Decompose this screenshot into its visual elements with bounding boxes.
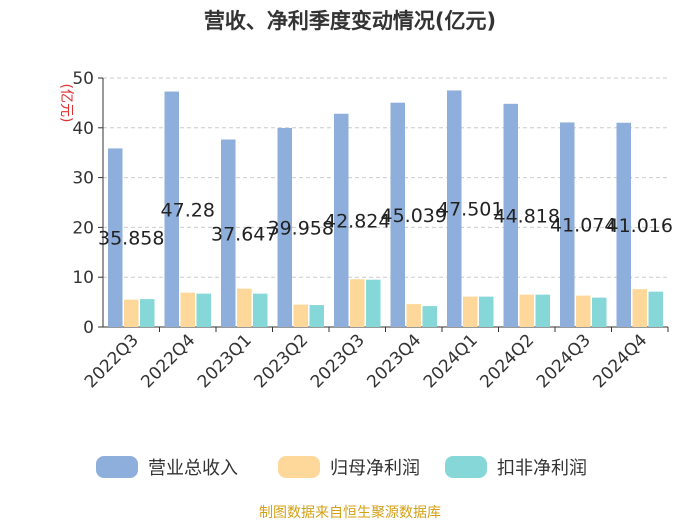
x-tick-label: 2024Q1 [420, 330, 482, 392]
bar-3 [196, 293, 211, 327]
bar-1 [221, 139, 236, 327]
data-label: 37.647 [211, 223, 277, 245]
bar-2 [463, 296, 478, 327]
legend-label-1: 营业总收入 [148, 458, 238, 479]
legend-label-2: 归母净利润 [330, 458, 420, 479]
bar-2 [406, 304, 421, 327]
y-tick-label: 30 [72, 169, 94, 189]
data-label: 42.824 [324, 210, 390, 232]
data-label: 41.074 [550, 215, 616, 237]
y-tick-label: 50 [72, 69, 94, 89]
x-tick-label: 2024Q2 [476, 330, 538, 392]
bar-2 [293, 304, 308, 327]
y-tick-label: 10 [72, 268, 94, 288]
data-label: 47.28 [161, 199, 215, 221]
x-tick-label: 2024Q3 [533, 330, 595, 392]
x-tick-label: 2023Q2 [250, 330, 312, 392]
bar-3 [253, 293, 268, 327]
bar-2 [180, 292, 195, 327]
bar-3 [592, 297, 607, 327]
bar-1 [108, 148, 123, 327]
bar-3 [422, 306, 437, 327]
legend-swatch-1 [96, 456, 138, 478]
bar-1 [164, 91, 179, 328]
x-tick-label: 2023Q4 [363, 330, 425, 392]
bar-1 [390, 102, 405, 327]
bar-3 [535, 294, 550, 327]
grid [103, 77, 668, 278]
bars [108, 90, 663, 328]
chart-title: 营收、净利季度变动情况(亿元) [204, 9, 496, 33]
data-label: 45.039 [381, 205, 447, 227]
legend: 营业总收入 归母净利润 扣非净利润 [96, 456, 587, 479]
bar-2 [124, 299, 139, 327]
y-tick-label: 0 [83, 318, 94, 338]
x-tick-label: 2024Q4 [589, 330, 651, 392]
bar-2 [632, 289, 647, 327]
legend-swatch-3 [445, 456, 487, 478]
y-tick-label: 20 [72, 218, 94, 238]
bar-3 [479, 296, 494, 327]
x-tick-label: 2023Q3 [307, 330, 369, 392]
y-tick-label: 40 [72, 119, 94, 139]
bar-1 [616, 122, 631, 327]
data-label: 41.016 [607, 215, 673, 237]
bar-1 [334, 113, 349, 327]
legend-label-3: 扣非净利润 [497, 458, 587, 479]
data-labels: 35.858 47.2837.64739.95842.82445.03947.50… [98, 199, 673, 250]
data-label: 35.858 [98, 228, 164, 250]
y-axis-unit: (亿元) [58, 84, 74, 123]
x-tick-label: 2022Q4 [137, 330, 199, 392]
bar-3 [140, 299, 155, 327]
bar-1 [447, 90, 462, 327]
bar-2 [350, 279, 365, 327]
bar-2 [576, 295, 591, 327]
x-tick-label: 2022Q3 [81, 330, 143, 392]
bar-1 [560, 122, 575, 327]
data-label: 47.501 [437, 199, 503, 221]
bar-3 [309, 305, 324, 327]
bar-3 [648, 291, 663, 327]
bar-3 [366, 279, 381, 327]
source-note: 制图数据来自恒生聚源数据库 [259, 505, 441, 521]
legend-swatch-2 [278, 456, 320, 478]
bar-1 [277, 128, 292, 327]
bar-2 [519, 294, 534, 327]
bar-1 [503, 103, 518, 327]
x-tick-label: 2023Q1 [194, 330, 256, 392]
data-label: 44.818 [494, 205, 560, 227]
bar-2 [237, 288, 252, 327]
data-label: 39.958 [268, 218, 334, 240]
